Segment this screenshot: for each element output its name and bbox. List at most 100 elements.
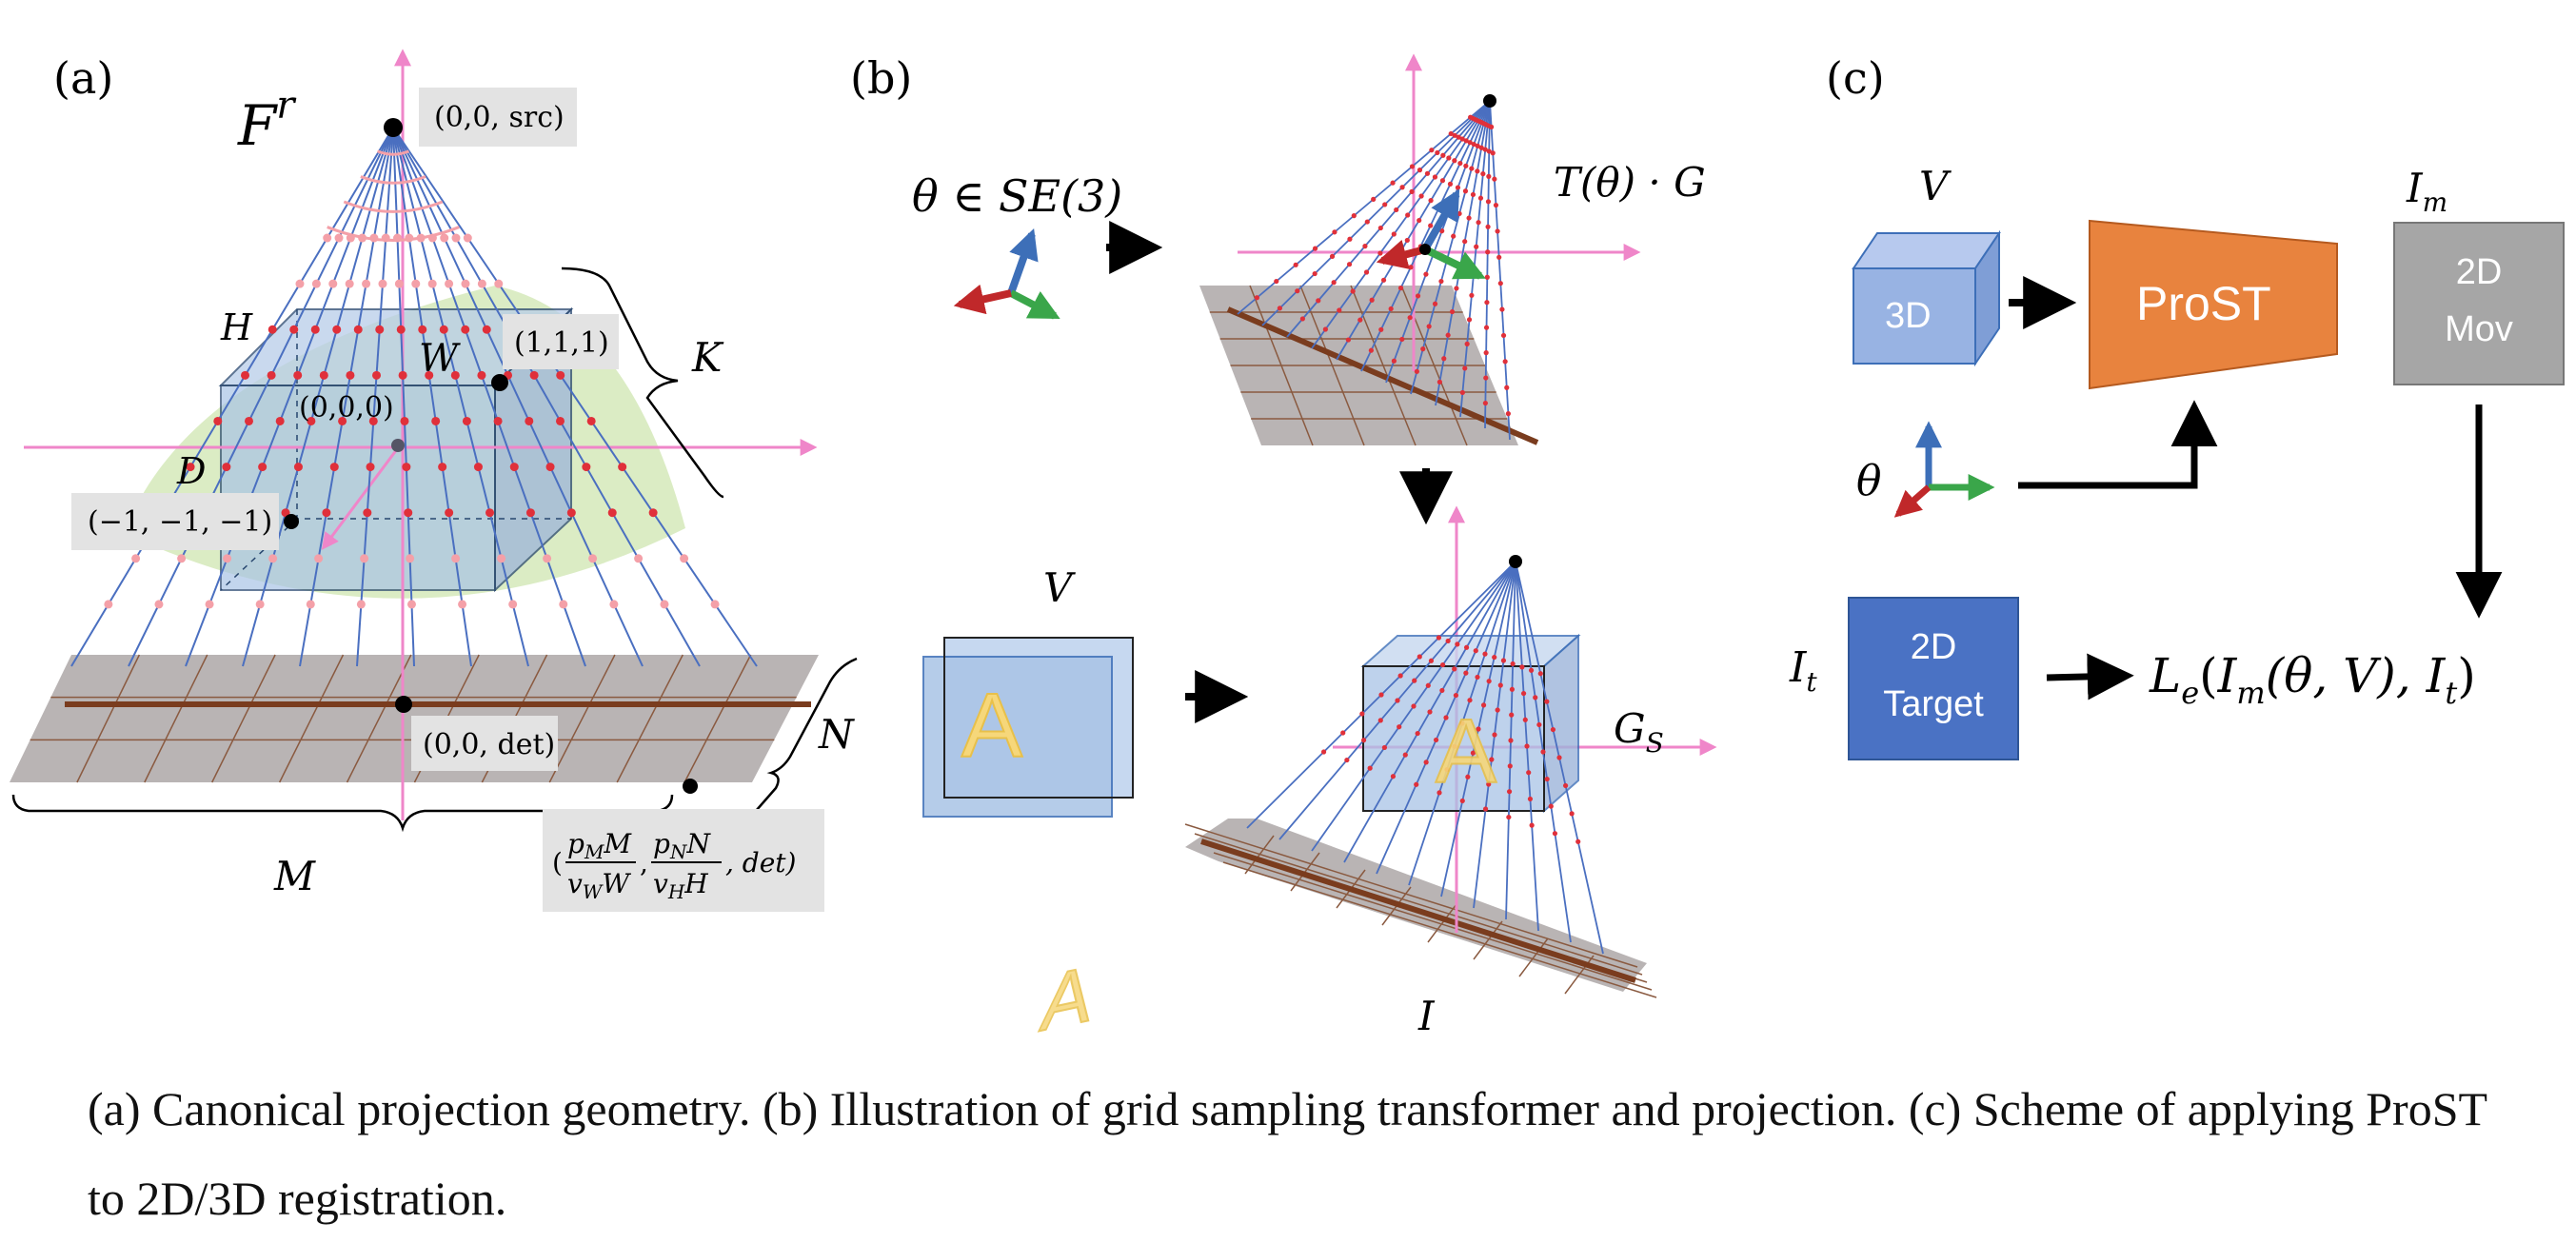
loss-formula: Le(Im(θ, V), It) [2149, 648, 2476, 711]
sample-dot [438, 463, 447, 472]
sample-dot [1378, 326, 1384, 332]
grid-line [1194, 833, 1643, 976]
sample-dot [586, 416, 596, 425]
axis-depth-a [321, 444, 402, 550]
grid-line [1249, 285, 1314, 446]
sample-dot [1484, 300, 1490, 306]
sample-dot [360, 554, 369, 563]
sample-dot [293, 370, 303, 380]
sample-dot [1391, 358, 1397, 364]
sample-dot [556, 370, 565, 380]
sample-dot [346, 370, 355, 380]
sample-dot [1312, 246, 1318, 251]
sample-dot [525, 508, 535, 518]
sample-dot [1493, 202, 1499, 208]
sample-dot [307, 416, 316, 425]
sample-dot [1533, 695, 1538, 700]
ray [392, 127, 472, 667]
sample-dot [1455, 641, 1460, 647]
sample-dot [1476, 726, 1481, 732]
sample-dot [1519, 664, 1525, 670]
sample-dot [1495, 707, 1500, 713]
ray [185, 127, 394, 667]
label-W: W [419, 337, 461, 381]
sample-dot [1464, 341, 1470, 346]
sample-dot [1485, 249, 1491, 255]
sample-dot [1485, 199, 1492, 205]
sample-dot [345, 279, 354, 288]
sample-dot [406, 600, 416, 609]
sample-dot [311, 279, 321, 288]
sample-dot [1423, 760, 1429, 765]
sample-dot [1429, 148, 1435, 153]
sample-dot [1456, 134, 1461, 140]
sample-dot [1482, 400, 1488, 406]
grid-line [1244, 835, 1275, 875]
sample-dot [1556, 755, 1562, 760]
sample-dot [1486, 148, 1492, 154]
grid-line [1213, 852, 1653, 991]
grid-line [1184, 823, 1638, 968]
sample-dot [1411, 703, 1417, 709]
grid-line [1427, 903, 1457, 943]
corner-point-neg [284, 514, 299, 529]
ray [392, 127, 701, 667]
arrow-theta-to-prost [2018, 400, 2218, 489]
box-mov [2393, 222, 2565, 385]
projection-rays-a [70, 127, 758, 667]
svg-text:pNN: pNN [653, 828, 711, 863]
sample-dot [485, 508, 495, 518]
sample-dot [1471, 141, 1476, 148]
sample-dot [275, 416, 285, 425]
pose-frame-c [1893, 421, 1995, 518]
sample-dot [1474, 244, 1479, 249]
sample-dot [543, 554, 552, 563]
transform-label: T(θ) · G [1554, 159, 1706, 206]
ray [392, 127, 586, 667]
image-label: I [1417, 993, 1436, 1039]
sample-dot [1439, 687, 1445, 694]
sample-dot [319, 370, 328, 380]
sample-dot [1417, 217, 1422, 224]
sample-dot [295, 279, 305, 288]
sample-dot [1351, 213, 1357, 219]
sample-dot [1510, 661, 1516, 667]
sample-dot [1492, 176, 1497, 182]
sample-dot [1528, 667, 1535, 673]
sample-dot [1492, 732, 1497, 738]
sample-dot [1435, 149, 1440, 156]
grid-line [211, 654, 276, 783]
svg-text:vWW: vWW [567, 868, 631, 903]
sample-dot [1477, 195, 1484, 201]
sample-dot [1274, 278, 1279, 285]
sample-dot [289, 325, 299, 334]
sample-dot [1463, 644, 1470, 650]
sample-dot [1320, 749, 1327, 755]
upper-pose-frame [1376, 188, 1486, 280]
sample-dot [1506, 814, 1512, 820]
sample-dot [1432, 301, 1438, 306]
ray [1484, 100, 1491, 429]
volume-cube-a [218, 306, 574, 593]
sample-dot [154, 600, 164, 609]
sample-dot [1340, 730, 1346, 736]
sample-dot [1415, 293, 1421, 299]
sample-dot [1382, 202, 1388, 207]
sample-dot [268, 554, 278, 563]
grid-line [684, 654, 752, 783]
sample-dot [1439, 661, 1446, 668]
sample-dot [1500, 658, 1507, 663]
sample-dot [1437, 790, 1442, 796]
sample-dot [1438, 278, 1444, 285]
sample-dot [525, 416, 534, 425]
sample-dot [1552, 831, 1558, 837]
grid-line [1564, 955, 1595, 995]
sample-dot [1371, 196, 1377, 202]
sample-dot [445, 279, 454, 288]
sample-dot [396, 325, 406, 334]
panel-c: (c) V 3D ProST Im 2D Mov θ It 2D Target … [1789, 52, 2565, 760]
sample-dot [406, 554, 415, 563]
sample-dot [1397, 673, 1403, 679]
sample-dot [1454, 286, 1459, 291]
ray [1311, 100, 1491, 349]
